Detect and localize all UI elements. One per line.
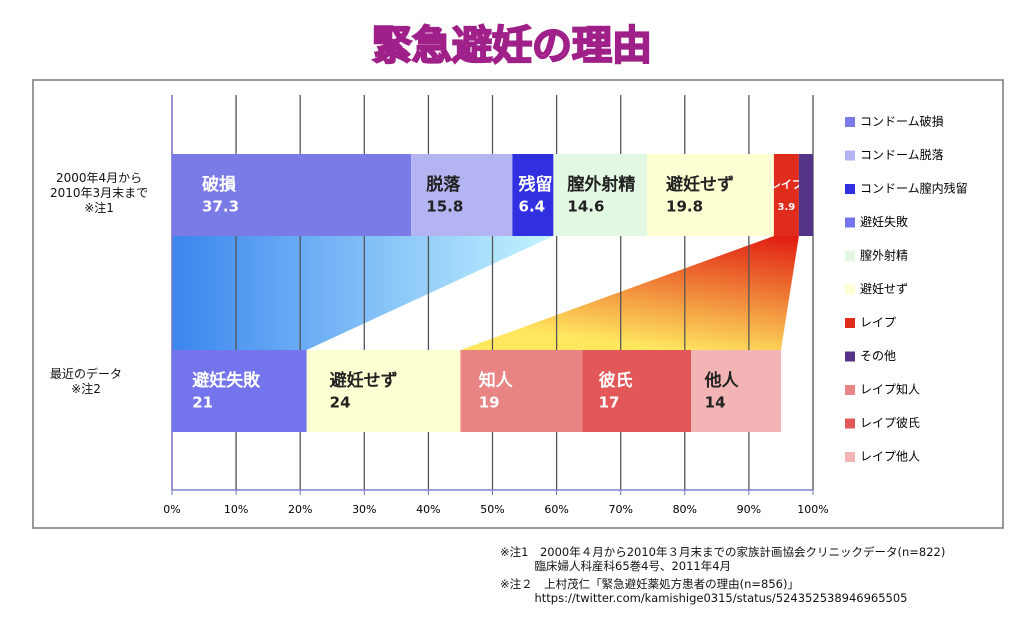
segment-label: 脱落 xyxy=(426,174,461,195)
legend-swatch xyxy=(845,318,855,328)
value-label: 14.6 xyxy=(567,198,604,216)
legend-swatch xyxy=(845,217,855,228)
bar-segment xyxy=(798,154,813,236)
legend-label: コンドーム破損 xyxy=(860,114,944,129)
x-tick-label: 20% xyxy=(288,503,312,516)
legend-label: レイプ他人 xyxy=(860,450,920,464)
legend-swatch xyxy=(845,385,855,395)
value-label: 6.4 xyxy=(519,198,546,216)
value-label: 21 xyxy=(192,394,213,412)
plot: 0% 10% 20% 30% 40% 50% 60% 70% 80% 90% 100% 破損 37.3 脱… xyxy=(163,95,968,516)
bar-segment xyxy=(691,350,781,432)
bar-segment xyxy=(411,154,513,236)
bar-segment xyxy=(512,154,554,236)
legend-label: 避妊せず xyxy=(860,282,908,296)
connectors xyxy=(172,236,799,350)
value-label: 3.9 xyxy=(778,202,796,213)
value-label: 24 xyxy=(330,394,351,412)
chart-title: 緊急避妊の理由 xyxy=(372,23,652,69)
row-label: 最近のデータ ※注2 xyxy=(50,367,123,396)
value-label: 15.8 xyxy=(426,198,463,216)
legend-label: レイプ彼氏 xyxy=(860,416,920,430)
segment-label: 避妊せず xyxy=(330,370,398,391)
bar-segment xyxy=(172,154,412,236)
frame xyxy=(32,79,1004,529)
bar-segment xyxy=(460,350,583,432)
legend-label: コンドーム脱落 xyxy=(860,147,944,162)
segment-label: 知人 xyxy=(478,370,514,391)
segment-label: 破損 xyxy=(202,174,237,195)
bar-segment xyxy=(646,154,774,236)
bar-segment xyxy=(553,154,647,236)
legend-swatch xyxy=(845,284,855,295)
legend-swatch xyxy=(845,117,855,127)
bar-segment xyxy=(172,350,307,432)
row-label: 2000年4月から 2010年3月末まで ※注1 xyxy=(50,171,149,215)
legend-swatch xyxy=(845,184,855,194)
legend-label: コンドーム膣内残留 xyxy=(860,181,968,196)
legend-swatch xyxy=(845,452,855,462)
legend-label: 膣外射精 xyxy=(860,248,908,263)
bar-segment xyxy=(773,154,799,236)
bar-segment xyxy=(306,350,461,432)
legend-swatch xyxy=(845,351,855,362)
segment-label: レイプ xyxy=(770,177,804,191)
x-tick-label: 50% xyxy=(480,503,504,516)
x-tick-label: 10% xyxy=(224,503,248,516)
legend-swatch xyxy=(845,418,855,429)
legend-label: その他 xyxy=(860,349,896,363)
segment-label: 避妊失敗 xyxy=(192,370,261,391)
segment-label: 彼氏 xyxy=(599,370,633,391)
x-tick-label: 100% xyxy=(797,503,828,516)
value-label: 19 xyxy=(479,394,500,412)
x-tick-label: 80% xyxy=(673,503,697,516)
legend-label: 避妊失敗 xyxy=(860,214,908,229)
segment-label: 残留 xyxy=(519,174,553,195)
segment-label: 他人 xyxy=(704,370,740,391)
footnote: ※注1 2000年４月から2010年３月末までの家族計画協会クリニックデータ(n… xyxy=(500,545,946,573)
legend-swatch xyxy=(845,251,855,261)
value-label: 19.8 xyxy=(666,198,703,216)
segment-label: 避妊せず xyxy=(666,174,734,195)
x-tick-label: 70% xyxy=(608,503,632,516)
x-tick-label: 30% xyxy=(352,503,376,516)
value-label: 17 xyxy=(599,394,620,412)
x-tick-label: 40% xyxy=(416,503,440,516)
x-tick-label: 60% xyxy=(544,503,568,516)
legend-label: レイプ知人 xyxy=(860,383,920,397)
footnote: ※注２ 上村茂仁「緊急避妊薬処方患者の理由(n=856)」 https://tw… xyxy=(500,577,908,605)
x-tick-label: 90% xyxy=(737,503,761,516)
connector xyxy=(460,236,799,350)
segment-label: 膣外射精 xyxy=(567,174,635,195)
connector xyxy=(172,236,554,350)
legend-swatch xyxy=(845,150,855,161)
value-label: 14 xyxy=(705,394,726,412)
bar-segment xyxy=(582,350,692,432)
value-label: 37.3 xyxy=(202,198,239,216)
legend-label: レイプ xyxy=(860,316,896,330)
x-tick-label: 0% xyxy=(163,503,180,516)
